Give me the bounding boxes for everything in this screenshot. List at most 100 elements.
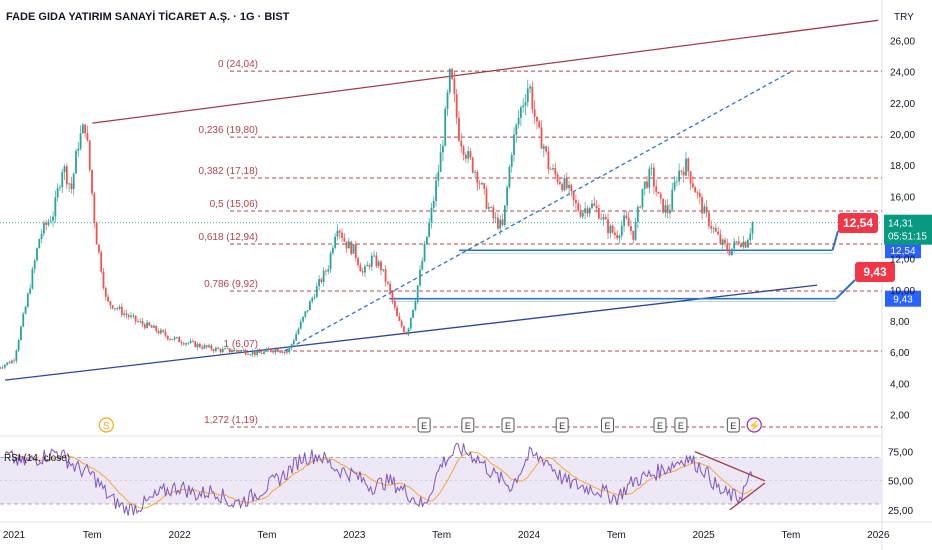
candle-body xyxy=(49,220,52,222)
candle-body xyxy=(150,325,153,328)
candle-body xyxy=(673,182,676,190)
candle-body xyxy=(643,181,646,189)
candle-body xyxy=(42,222,45,234)
candle-body xyxy=(561,184,564,191)
candle-body xyxy=(100,252,103,272)
candle-body xyxy=(407,328,410,335)
candle-body xyxy=(91,169,93,194)
candle-body xyxy=(79,133,82,149)
time-tick-label: 2025 xyxy=(692,530,715,541)
level-axis-badge xyxy=(885,290,921,307)
candle-body xyxy=(171,339,174,341)
candle-body xyxy=(570,184,573,192)
candle-body xyxy=(203,345,206,349)
candle-body xyxy=(380,261,382,271)
candle-body xyxy=(81,124,84,134)
candle-body xyxy=(382,269,385,271)
rsi-tick-label: 25,00 xyxy=(888,506,913,517)
candle-body xyxy=(389,283,392,292)
candle-body xyxy=(279,351,281,353)
candle-body xyxy=(180,342,183,344)
candle-body xyxy=(710,226,713,229)
candle-body xyxy=(474,171,476,173)
candle-body xyxy=(38,239,41,249)
candle-body xyxy=(137,321,139,322)
callout-badge xyxy=(855,262,895,282)
time-tick-label: 2024 xyxy=(518,530,541,541)
rsi-tick-label: 75,00 xyxy=(888,448,913,459)
candle-body xyxy=(719,234,722,244)
candle-body xyxy=(749,233,752,241)
current-price-value: 14,31 xyxy=(888,219,913,230)
candle-body xyxy=(593,203,596,206)
candle-body xyxy=(703,206,706,214)
candle-body xyxy=(286,351,288,353)
candle-body xyxy=(111,305,114,309)
candle-body xyxy=(460,140,463,147)
candle-body xyxy=(141,320,144,325)
candle-body xyxy=(414,301,417,310)
candle-body xyxy=(231,351,233,353)
candle-body xyxy=(192,341,194,342)
candle-body xyxy=(175,337,178,338)
rsi-trendline xyxy=(694,451,765,482)
candle-body xyxy=(107,296,109,302)
candle-body xyxy=(1,367,4,369)
candle-body xyxy=(632,230,635,240)
candle-body xyxy=(253,351,256,355)
callout-badge-label: 9,43 xyxy=(863,265,887,279)
candle-body xyxy=(600,218,603,220)
time-tick-label: Tem xyxy=(781,530,800,541)
candle-body xyxy=(343,238,346,242)
candle-body xyxy=(538,121,541,128)
price-tick-label: 16,00 xyxy=(890,192,915,203)
current-price-badge xyxy=(884,214,932,245)
candle-body xyxy=(490,206,492,208)
candle-body xyxy=(680,170,683,172)
candle-body xyxy=(318,279,320,287)
candle-body xyxy=(391,291,394,301)
candle-body xyxy=(375,255,378,267)
candle-body xyxy=(270,349,272,352)
candle-body xyxy=(563,178,566,191)
candle-body xyxy=(331,247,334,254)
candle-body xyxy=(155,325,158,332)
candle-body xyxy=(219,349,222,353)
rsi-trendline xyxy=(729,482,766,511)
candle-body xyxy=(409,317,412,329)
candle-body xyxy=(320,279,323,283)
candle-body xyxy=(354,244,357,258)
chart-title: FADE GIDA YATIRIM SANAYİ TİCARET A.Ş. · … xyxy=(6,11,290,23)
candle-body xyxy=(639,206,642,208)
candle-body xyxy=(744,241,747,248)
candle-body xyxy=(510,155,513,167)
candle-body xyxy=(412,309,415,318)
fib-level-label: 1,272 (1,19) xyxy=(204,415,258,426)
candle-body xyxy=(15,350,18,361)
candle-body xyxy=(224,348,226,350)
candle-body xyxy=(29,288,32,294)
price-tick-label: 6,00 xyxy=(890,348,910,359)
candle-body xyxy=(423,243,426,261)
event-marker-earnings xyxy=(601,417,615,433)
rsi-tick-label: 50,00 xyxy=(888,477,913,488)
candle-body xyxy=(86,133,89,141)
price-tick-label: 22,00 xyxy=(890,99,915,110)
candle-body xyxy=(497,217,499,229)
candle-body xyxy=(437,171,440,181)
candle-body xyxy=(306,310,309,312)
candle-body xyxy=(311,298,314,302)
candle-body xyxy=(313,297,316,299)
candle-body xyxy=(442,145,444,153)
candle-body xyxy=(247,354,249,356)
candle-body xyxy=(575,199,577,204)
candle-body xyxy=(10,360,13,364)
candle-body xyxy=(476,171,479,184)
candle-body xyxy=(698,192,701,198)
candle-body xyxy=(492,207,495,219)
candle-body xyxy=(503,205,506,225)
candle-body xyxy=(212,349,215,352)
candle-body xyxy=(36,248,38,261)
fib-level-label: 0,618 (12,94) xyxy=(199,232,259,243)
